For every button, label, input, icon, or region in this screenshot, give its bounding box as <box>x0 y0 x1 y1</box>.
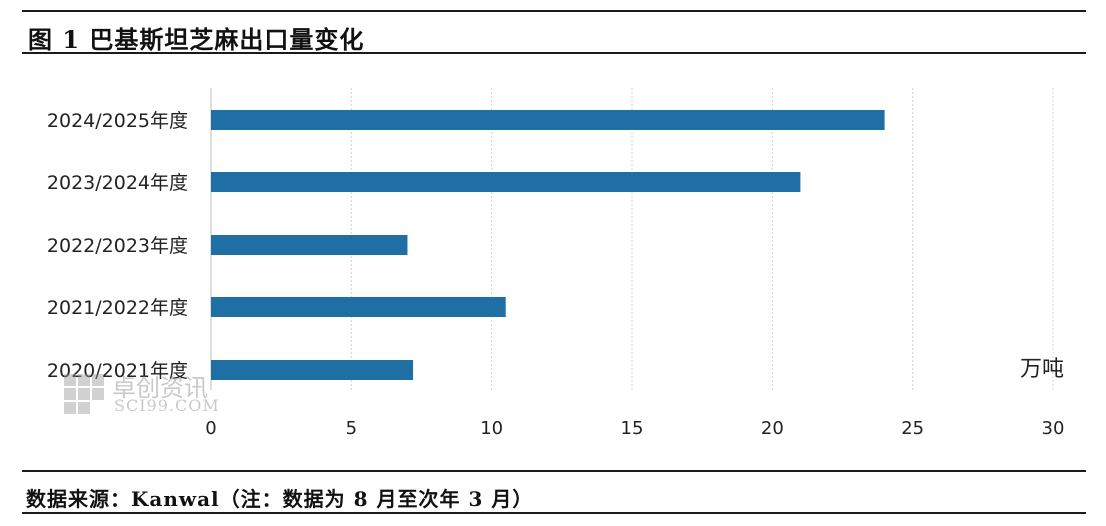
x-tick-label: 20 <box>761 418 784 439</box>
watermark-name: 卓创资讯 <box>112 374 208 402</box>
x-tick-label: 5 <box>346 418 357 439</box>
bar <box>211 110 885 130</box>
bottom-rule <box>22 512 1086 514</box>
bar <box>211 297 506 317</box>
x-tick-label: 30 <box>1042 418 1065 439</box>
category-label: 2022/2023年度 <box>47 235 188 257</box>
x-tick-label: 15 <box>621 418 644 439</box>
title-rule <box>22 52 1086 54</box>
source-note: 数据来源：Kanwal（注：数据为 8 月至次年 3 月） <box>26 487 534 511</box>
x-tick-label: 10 <box>480 418 503 439</box>
category-label: 2021/2022年度 <box>47 297 188 319</box>
chart-title: 图 1 巴基斯坦芝麻出口量变化 <box>28 25 365 54</box>
watermark-logo-icon <box>64 374 104 414</box>
bar <box>211 235 408 255</box>
top-rule <box>22 10 1086 12</box>
bar <box>211 172 801 192</box>
category-label: 2020/2021年度 <box>47 360 188 382</box>
bar <box>211 360 414 380</box>
watermark-site: SCI99.COM <box>114 396 220 415</box>
x-tick-label: 25 <box>901 418 924 439</box>
bar-chart: 0 5 10 15 20 25 30 2024/2025年度 2023/2024年度 2022/2… <box>47 88 1065 439</box>
source-rule <box>22 470 1086 472</box>
unit-label: 万吨 <box>1020 357 1064 382</box>
x-tick-label: 0 <box>205 418 216 439</box>
category-label: 2024/2025年度 <box>47 110 188 132</box>
category-label: 2023/2024年度 <box>47 172 188 194</box>
